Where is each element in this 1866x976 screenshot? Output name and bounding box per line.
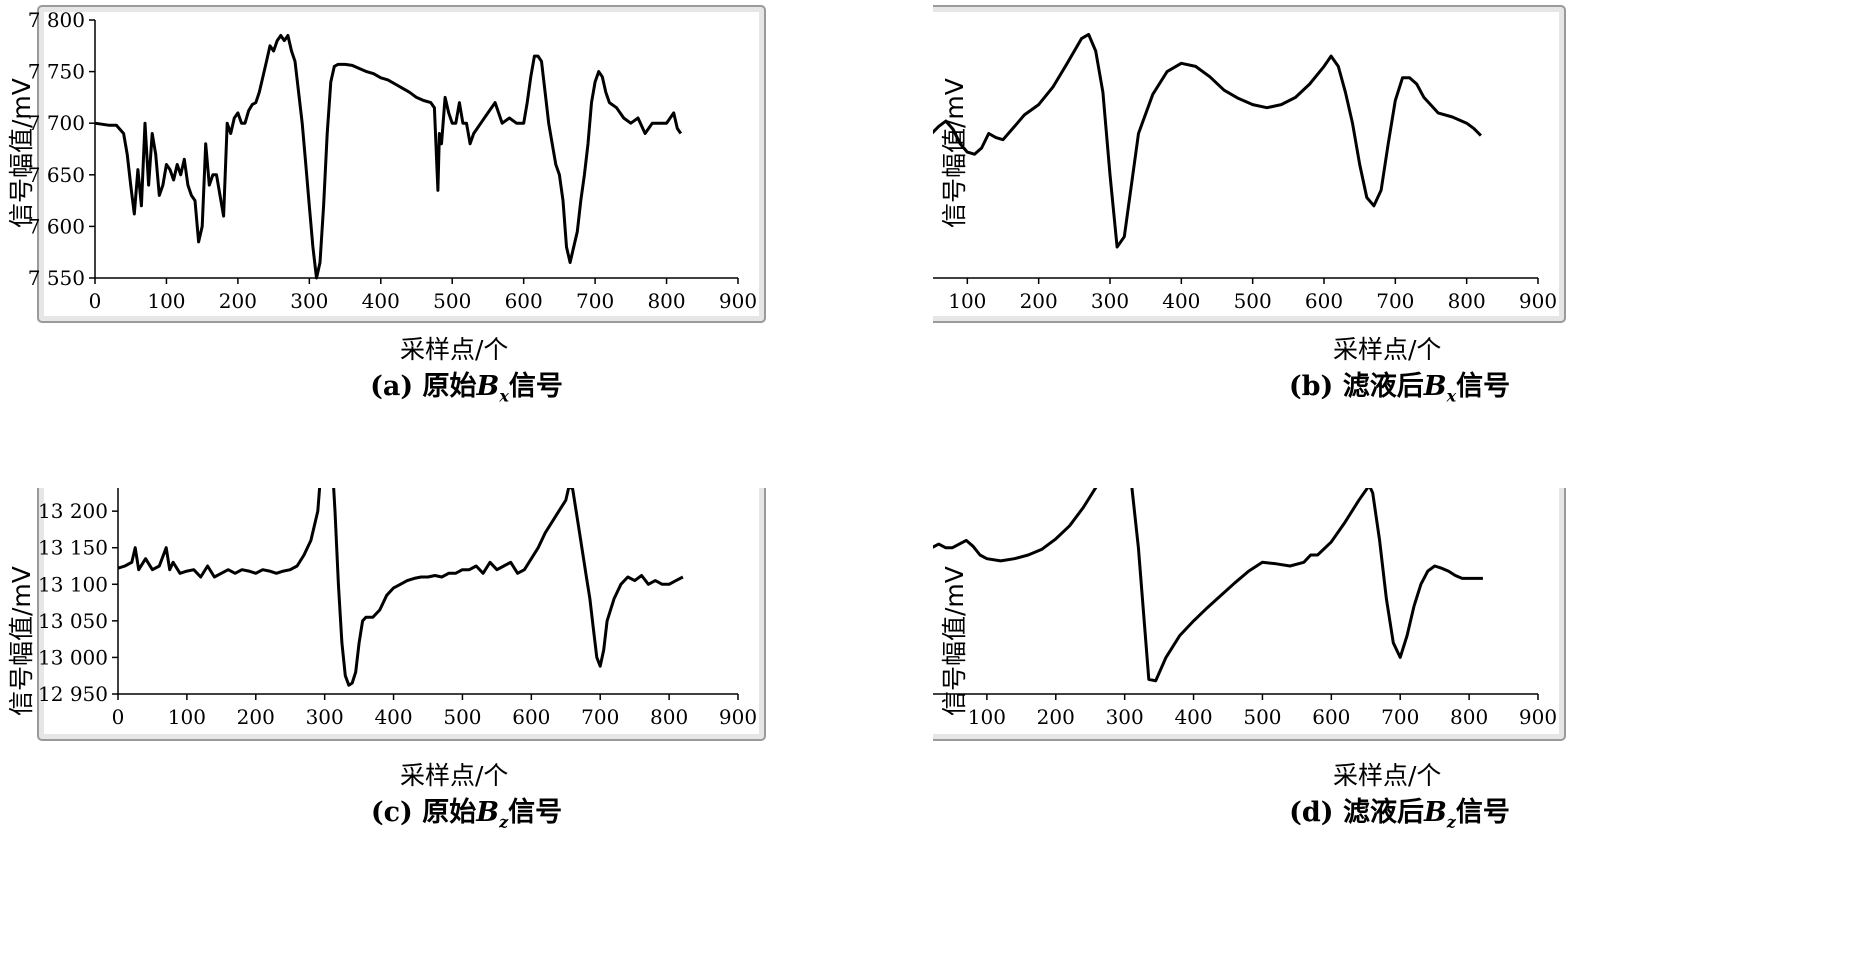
x-tick-label: 900 (719, 705, 757, 729)
x-tick-label: 500 (443, 705, 481, 729)
x-tick-label: 800 (1448, 289, 1486, 313)
x-tick-label: 400 (1162, 289, 1200, 313)
caption-a-var: B (476, 371, 500, 402)
x-tick-label: 900 (719, 289, 757, 313)
plot-background (933, 488, 1559, 734)
x-tick-label: 0 (89, 289, 102, 313)
y-axis-label-a: 信号幅值/mV (7, 78, 36, 228)
x-tick-label: 300 (306, 705, 344, 729)
series-line (933, 32, 1482, 249)
x-tick-label: 200 (237, 705, 275, 729)
caption-d-sub: z (1446, 812, 1456, 832)
x-tick-label: 400 (362, 289, 400, 313)
y-axis-label-c: 信号幅值/mV (7, 566, 36, 716)
caption-d-suffix: 信号 (1455, 797, 1510, 828)
x-tick-label: 0 (112, 705, 125, 729)
y-tick-label: 13 100 (38, 572, 108, 596)
caption-d: (d) 滤液后Bz信号 (933, 790, 1866, 831)
x-axis-label-a: 采样点/个 (400, 335, 509, 364)
caption-b-sub: x (1446, 386, 1457, 406)
caption-d-prefix: (d) 滤液后 (1289, 797, 1424, 828)
y-axis-label-d: 信号幅值/mV (940, 566, 969, 716)
y-tick-label: 7 800 (28, 8, 85, 32)
x-tick-label: 100 (968, 705, 1006, 729)
x-tick-label: 100 (147, 289, 185, 313)
caption-a-prefix: (a) 原始 (370, 371, 477, 402)
x-tick-label: 400 (1174, 705, 1212, 729)
series-line (933, 488, 1483, 683)
y-tick-label: 13 200 (38, 499, 108, 523)
x-tick-label: 600 (505, 289, 543, 313)
x-tick-label: 100 (948, 289, 986, 313)
caption-d-var: B (1423, 797, 1447, 828)
x-tick-label: 700 (1381, 705, 1419, 729)
caption-a-sub: x (499, 386, 509, 406)
y-tick-label: 7 750 (28, 60, 85, 84)
caption-a: (a) 原始Bx信号 (0, 364, 933, 405)
y-axis-label-b: 信号幅值/mV (940, 78, 969, 228)
x-tick-label: 600 (1305, 289, 1343, 313)
plot-background (44, 12, 759, 316)
x-tick-label: 700 (1376, 289, 1414, 313)
caption-b: (b) 滤液后Bx信号 (933, 364, 1866, 405)
y-tick-label: 13 150 (38, 536, 108, 560)
y-tick-label: 12 950 (38, 682, 108, 706)
caption-c-suffix: 信号 (508, 797, 563, 828)
x-tick-label: 100 (168, 705, 206, 729)
x-axis-label-b: 采样点/个 (1333, 335, 1442, 364)
x-tick-label: 800 (1450, 705, 1488, 729)
x-tick-label: 300 (1091, 289, 1129, 313)
series-line (117, 488, 684, 687)
x-tick-label: 200 (219, 289, 257, 313)
caption-b-var: B (1423, 371, 1447, 402)
x-tick-label: 400 (374, 705, 412, 729)
caption-b-suffix: 信号 (1456, 371, 1511, 402)
y-tick-label: 7 650 (28, 163, 85, 187)
caption-b-prefix: (b) 滤液后 (1288, 371, 1424, 402)
x-tick-label: 700 (581, 705, 619, 729)
x-tick-label: 300 (290, 289, 328, 313)
x-tick-label: 500 (1234, 289, 1272, 313)
x-tick-label: 900 (1519, 289, 1557, 313)
x-tick-label: 500 (433, 289, 471, 313)
caption-c-var: B (476, 797, 500, 828)
y-tick-label: 13 050 (38, 609, 108, 633)
y-tick-label: 7 600 (28, 214, 85, 238)
chart-a: 0 100 200 300 400 500 600 700 800 900 7 800 7 750 7 … (28, 5, 766, 323)
x-tick-label: 800 (647, 289, 685, 313)
x-tick-label: 800 (650, 705, 688, 729)
x-tick-label: 300 (1106, 705, 1144, 729)
chart-panel-a: 0 100 200 300 400 500 600 700 800 900 7 800 7 750 7 … (0, 0, 933, 488)
plot-background (933, 12, 1559, 316)
plot-background (44, 488, 759, 734)
caption-c-prefix: (c) 原始 (370, 797, 477, 828)
x-tick-label: 900 (1519, 705, 1557, 729)
x-tick-label: 200 (1037, 705, 1075, 729)
x-tick-label: 600 (1312, 705, 1350, 729)
x-tick-label: 700 (576, 289, 614, 313)
series-line (94, 34, 683, 280)
x-axis-label-d: 采样点/个 (1333, 761, 1442, 790)
caption-c-sub: z (499, 812, 509, 832)
caption-c: (c) 原始Bz信号 (0, 790, 933, 831)
x-axis-label-c: 采样点/个 (400, 761, 509, 790)
x-tick-label: 200 (1020, 289, 1058, 313)
y-tick-label: 7 700 (28, 111, 85, 135)
caption-a-suffix: 信号 (508, 371, 563, 402)
x-tick-label: 600 (512, 705, 550, 729)
y-tick-label: 13 000 (38, 645, 108, 669)
x-tick-label: 500 (1243, 705, 1281, 729)
y-tick-label: 7 550 (28, 266, 85, 290)
